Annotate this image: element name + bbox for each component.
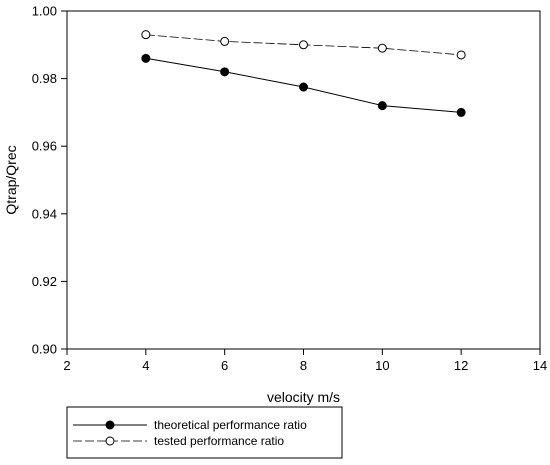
y-axis-ticks: 0.90 0.92 0.94 0.96 0.98 1.00 xyxy=(32,4,67,357)
series-2-point xyxy=(141,30,151,40)
series-layer xyxy=(141,30,466,117)
y-tick-label: 1.00 xyxy=(32,4,57,19)
x-tick-label: 10 xyxy=(375,358,389,373)
x-axis-title: velocity m/s xyxy=(267,389,340,405)
y-tick-label: 0.90 xyxy=(32,342,57,357)
y-axis-title: Qtrap/Qrec xyxy=(3,145,19,214)
y-tick-label: 0.96 xyxy=(32,139,57,154)
x-axis-ticks: 2 4 6 8 10 12 14 xyxy=(63,349,547,373)
legend-label-2: tested performance ratio xyxy=(154,434,284,448)
legend-marker-1 xyxy=(105,420,115,430)
series-1-point xyxy=(141,53,151,63)
series-1-point xyxy=(456,107,466,117)
series-2-point xyxy=(299,40,308,50)
x-tick-label: 14 xyxy=(533,358,547,373)
series-2-point xyxy=(220,36,230,46)
legend-label-1: theoretical performance ratio xyxy=(154,418,307,432)
plot-frame xyxy=(66,10,541,350)
series-1-point xyxy=(220,67,230,77)
series-1-point xyxy=(377,101,387,111)
y-tick-label: 0.98 xyxy=(32,71,57,86)
y-tick-label: 0.94 xyxy=(32,206,57,221)
x-tick-label: 4 xyxy=(142,358,149,373)
legend: theoretical performance ratio tested perf… xyxy=(66,406,343,459)
legend-marker-2 xyxy=(105,436,115,446)
plot-area: 0.90 0.92 0.94 0.96 0.98 1.00 2 4 6 8 10 12 14 xyxy=(32,4,548,374)
x-tick-label: 2 xyxy=(63,358,70,373)
x-tick-label: 6 xyxy=(221,358,228,373)
series-2-point xyxy=(377,43,387,53)
series-2-point xyxy=(456,50,466,60)
legend-box xyxy=(66,406,343,459)
x-tick-label: 8 xyxy=(300,358,307,373)
x-tick-label: 12 xyxy=(454,358,468,373)
y-tick-label: 0.92 xyxy=(32,274,57,289)
series-1-point xyxy=(299,82,308,92)
